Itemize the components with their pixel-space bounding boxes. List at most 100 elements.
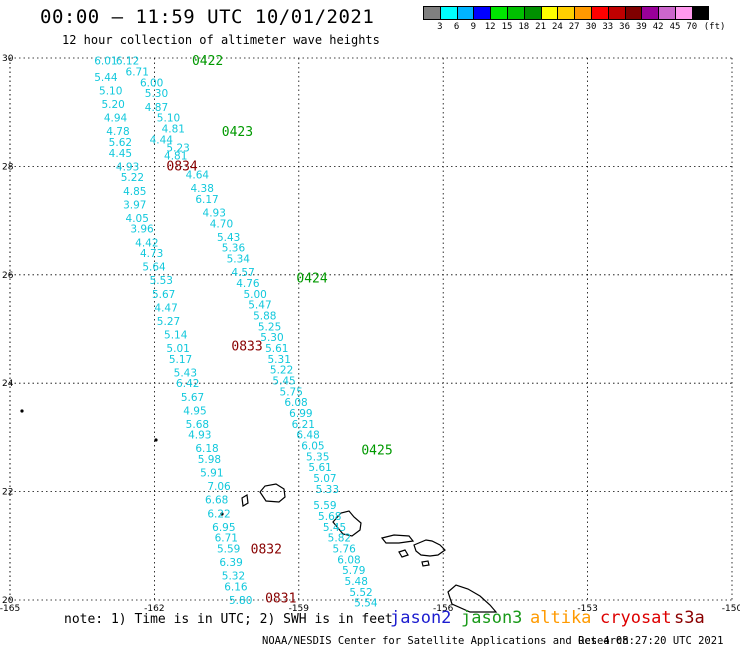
colorbar-swatch [423, 6, 440, 20]
swh-value: 5.17 [169, 354, 192, 366]
swh-value: 4.05 [126, 213, 149, 225]
lat-tick-label: 20 [2, 596, 14, 606]
molokai-coast [380, 534, 415, 544]
swh-value: 5.33 [316, 484, 339, 496]
colorbar-swatch [523, 6, 541, 20]
swh-value: 5.59 [217, 544, 240, 556]
legend-altika: altika [530, 608, 592, 628]
swh-value: 4.81 [162, 123, 185, 135]
pass-time-label: 0834 [166, 159, 197, 174]
swh-value: 5.67 [152, 289, 175, 301]
swh-value: 5.62 [109, 137, 132, 149]
map-subtitle: 12 hour collection of altimeter wave hei… [62, 33, 380, 47]
swh-value: 6.68 [205, 495, 228, 507]
colorbar-tick-label: 42 [652, 22, 664, 32]
swh-value: 5.10 [157, 113, 180, 125]
colorbar-tick-label: 18 [518, 22, 530, 32]
swh-value: 6.99 [289, 408, 312, 420]
generated-timestamp: Oct 4 08:27:20 UTC 2021 [578, 635, 724, 647]
lon-tick-label: -162 [144, 604, 164, 614]
lon-tick-label: -165 [0, 604, 20, 614]
colorbar-swatch [557, 6, 575, 20]
colorbar-swatch [490, 6, 507, 20]
pass-time-label: 0831 [265, 591, 296, 606]
nihoa-dot [220, 512, 224, 516]
swh-value: 7.06 [207, 481, 231, 493]
swh-value: 5.76 [332, 544, 356, 556]
colorbar-tick-label: 21 [535, 22, 547, 32]
swh-value: 5.91 [200, 468, 223, 480]
swh-value: 5.14 [164, 329, 188, 341]
swh-value: 5.79 [342, 565, 365, 577]
colorbar-tick-label: 33 [602, 22, 614, 32]
swh-value: 5.48 [345, 576, 368, 588]
swh-value: 5.68 [186, 419, 209, 431]
swh-value: 3.97 [123, 199, 146, 211]
pass-time-label: 0422 [192, 54, 223, 69]
lon-tick-label: -159 [289, 604, 310, 614]
swh-value: 5.22 [270, 365, 293, 377]
pass-time-label: 0423 [222, 125, 253, 140]
colorbar-labels: 3 6 9 12 15 18 21 24 27 30 33 36 39 42 45 70 (ft) [423, 22, 740, 34]
gardner-dot [20, 409, 24, 413]
colorbar-tick-label: 27 [568, 22, 580, 32]
lat-tick-label: 28 [2, 162, 14, 172]
swh-value: 4.93 [188, 430, 211, 442]
swh-value: 4.94 [104, 113, 128, 125]
swh-value: 4.81 [164, 151, 187, 163]
lat-tick-label: 30 [2, 54, 14, 64]
swh-value: 5.88 [253, 310, 276, 322]
pass-time-label: 0833 [231, 339, 262, 354]
swh-value: 5.45 [272, 375, 295, 387]
colorbar-tick-label: 39 [635, 22, 647, 32]
colorbar-swatch [574, 6, 591, 20]
swh-value: 5.34 [227, 254, 251, 266]
colorbar-swatch [691, 6, 709, 20]
colorbar-swatch [658, 6, 675, 20]
swh-value: 5.20 [101, 99, 124, 111]
swh-value: 6.17 [195, 194, 218, 206]
swh-value: 6.05 [301, 441, 324, 453]
colorbar-tick-label: 12 [484, 22, 496, 32]
swh-value: 5.32 [222, 571, 245, 583]
colorbar-tick-label: 36 [619, 22, 631, 32]
swh-value: 5.59 [313, 500, 336, 512]
lat-tick-label: 24 [2, 379, 14, 389]
colorbar-tick-label: 9 [470, 22, 477, 32]
swh-value: 5.45 [323, 522, 346, 534]
swh-value: 5.54 [354, 598, 378, 610]
swh-value: 4.76 [236, 278, 260, 290]
colorbar-swatch [439, 6, 457, 20]
colorbar-swatch [624, 6, 642, 20]
swh-value: 6.39 [219, 557, 242, 569]
swh-value: 5.43 [174, 367, 197, 379]
legend-cryosat: cryosat [600, 608, 672, 628]
swh-value: 4.78 [106, 126, 129, 138]
credit-line: NOAA/NESDIS Center for Satellite Applica… [262, 635, 629, 647]
oahu-coast [332, 510, 362, 537]
colorbar-tick-label: 3 [437, 22, 443, 32]
colorbar-tick-label: (ft) [703, 22, 726, 32]
swh-value: 6.08 [284, 397, 307, 409]
swh-value: 3.96 [130, 224, 154, 236]
swh-value: 4.95 [183, 405, 206, 417]
lanai-coast [398, 549, 409, 558]
swh-value: 5.64 [142, 262, 166, 274]
legend-s3a: s3a [674, 608, 705, 628]
swh-value: 6.21 [292, 419, 315, 431]
swh-value: 5.82 [328, 533, 351, 545]
kahoolawe-coast [421, 560, 430, 567]
swh-value: 5.52 [349, 587, 372, 599]
colorbar-tick-label: 70 [686, 22, 698, 32]
swh-value: 4.87 [145, 102, 168, 114]
swh-value: 6.42 [176, 378, 199, 390]
hawaii-big-island-coast [447, 584, 498, 613]
swh-value: 5.53 [150, 275, 173, 287]
swh-value: 5.27 [157, 316, 180, 328]
swh-value: 5.43 [217, 232, 240, 244]
swh-value: 4.57 [231, 267, 254, 279]
swh-value: 5.30 [260, 332, 283, 344]
legend-jason2: jason2 [390, 608, 452, 628]
swh-value: 5.07 [313, 473, 336, 485]
swh-value: 5.35 [306, 451, 329, 463]
